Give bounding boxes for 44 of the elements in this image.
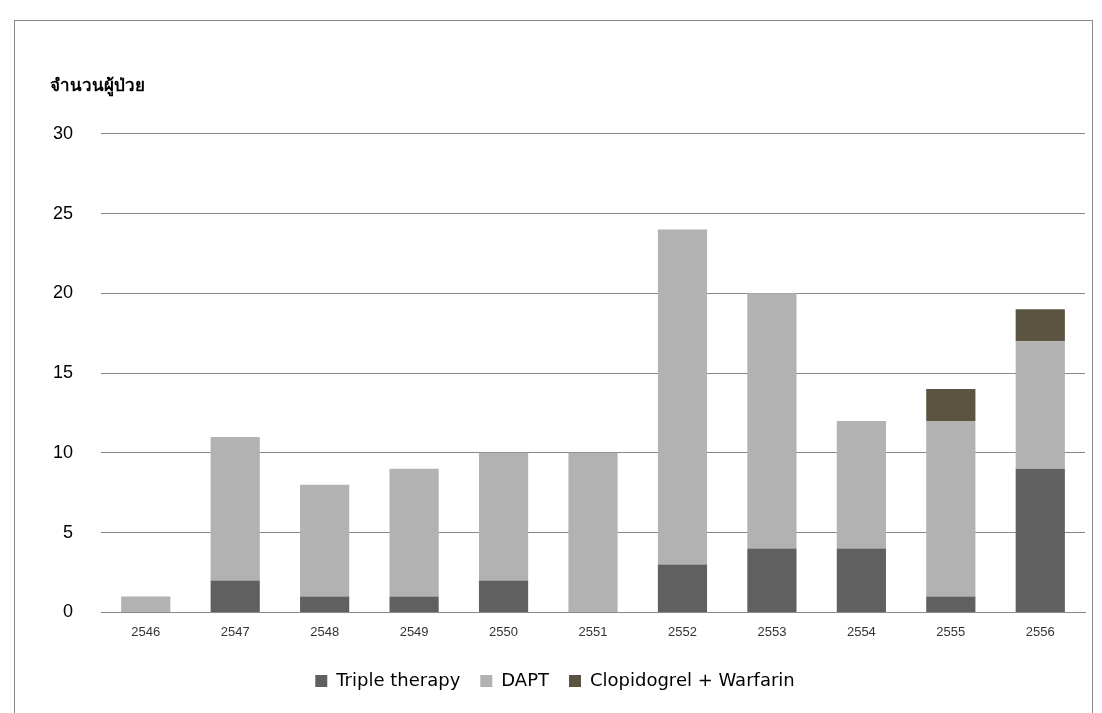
bar: [121, 596, 171, 612]
bar: [300, 596, 350, 612]
x-tick-label: 2555: [936, 623, 966, 639]
x-tick-label: 2553: [757, 623, 787, 639]
bar: [836, 420, 886, 549]
y-tick-label: 20: [52, 282, 74, 303]
bar: [1015, 309, 1065, 342]
x-tick-label: 2551: [578, 623, 608, 639]
bar: [210, 580, 260, 612]
y-tick-label: 30: [52, 122, 74, 143]
y-tick-label: 10: [52, 441, 74, 462]
legend-label: DAPT: [501, 668, 550, 690]
bar: [926, 420, 976, 597]
y-tick-label: 5: [63, 521, 74, 542]
x-tick-label: 2548: [310, 623, 340, 639]
y-tick-label: 25: [52, 202, 74, 223]
x-tick-label: 2554: [846, 623, 876, 639]
bar: [478, 580, 529, 612]
bar: [389, 596, 439, 612]
bar: [389, 468, 439, 597]
bar: [210, 436, 260, 581]
y-tick-label: 0: [63, 601, 74, 622]
bar: [747, 548, 797, 612]
x-tick-label: 2556: [1025, 623, 1055, 639]
bar: [657, 564, 708, 612]
bar: [747, 293, 797, 549]
x-tick-label: 2552: [668, 623, 697, 639]
bar: [657, 229, 708, 565]
x-tick-label: 2549: [399, 623, 429, 639]
y-axis-title: จำนวนผู้ป่วย: [50, 74, 145, 98]
bar: [926, 389, 976, 421]
bar: [926, 596, 976, 612]
bar: [1015, 468, 1065, 612]
legend-label: Clopidogrel + Warfarin: [590, 668, 795, 690]
legend-label: Triple therapy: [335, 668, 461, 690]
x-tick-label: 2547: [220, 623, 250, 639]
bar: [478, 452, 529, 581]
bar: [300, 484, 350, 597]
bar: [1015, 341, 1065, 469]
bar: [836, 548, 886, 612]
x-tick-label: 2546: [131, 623, 161, 639]
x-tick-label: 2550: [489, 623, 519, 639]
bar: [568, 452, 618, 612]
y-tick-label: 15: [52, 362, 74, 383]
